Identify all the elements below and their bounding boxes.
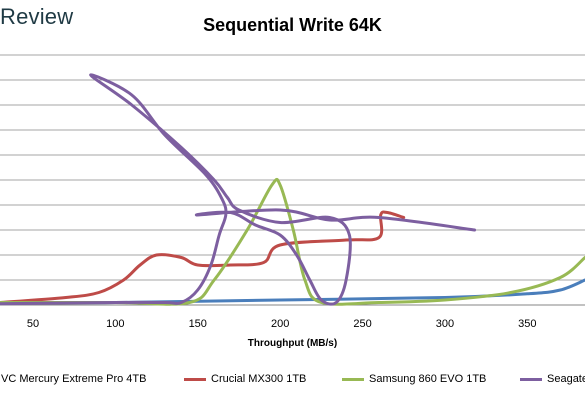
chart-title: Sequential Write 64K	[203, 15, 382, 35]
x-tick-label: 300	[436, 318, 454, 330]
legend-swatch	[520, 377, 542, 381]
legend-item: VC Mercury Extreme Pro 4TB	[0, 373, 146, 385]
x-tick-label: 50	[27, 318, 39, 330]
legend-label: Seagate	[547, 373, 585, 385]
legend-swatch	[342, 377, 364, 381]
legend-item: Crucial MX300 1TB	[184, 373, 306, 385]
x-tick-label: 350	[518, 318, 536, 330]
x-tick-label: 150	[189, 318, 207, 330]
legend: VC Mercury Extreme Pro 4TB Crucial MX300…	[0, 373, 585, 389]
x-tick-label: 200	[271, 318, 289, 330]
x-axis-label: Throughput (MB/s)	[247, 338, 338, 349]
legend-label: Samsung 860 EVO 1TB	[369, 373, 487, 385]
legend-label: Crucial MX300 1TB	[211, 373, 307, 385]
legend-label: VC Mercury Extreme Pro 4TB	[1, 373, 147, 385]
brand-logo-text: Review	[0, 4, 74, 29]
series-line-vc-mercury-extreme-pro-4tb	[0, 278, 585, 305]
legend-swatch	[184, 377, 206, 381]
series-line-samsung-860-evo-1tb	[0, 177, 585, 306]
gridlines	[0, 54, 585, 306]
series-line-seagate	[0, 73, 477, 306]
series-line-crucial-mx300-1tb	[0, 210, 406, 304]
series-lines	[0, 73, 585, 306]
legend-item: Samsung 860 EVO 1TB	[342, 373, 486, 385]
x-tick-label: 250	[353, 318, 371, 330]
x-tick-label: 100	[106, 318, 124, 330]
legend-item: Seagate	[520, 373, 585, 385]
x-tick-labels: 50 100 150 200 250 300 350	[27, 318, 537, 330]
